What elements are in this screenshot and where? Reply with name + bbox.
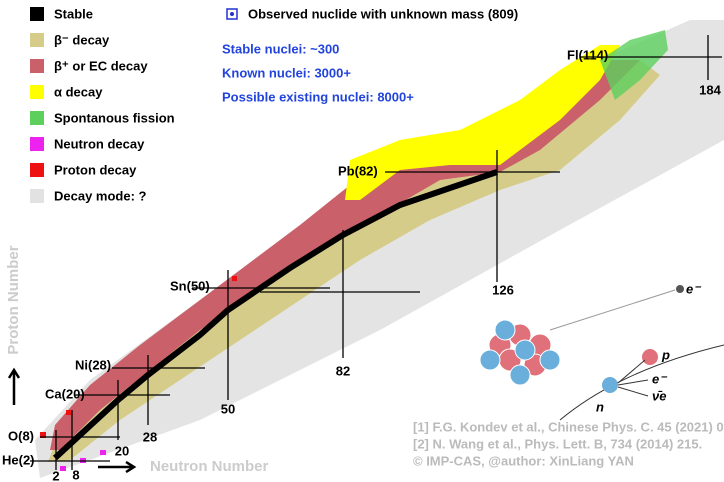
neutron-label: 2 [52,468,59,482]
decay-label: ν̄e [652,388,666,403]
proton-label: Ca(20) [45,386,85,401]
y-axis-title: Proton Number [5,245,22,354]
reference: © IMP-CAS, @author: XinLiang YAN [413,453,634,468]
legend-label: α decay [54,84,103,99]
legend-label: β⁺ or EC decay [54,58,148,73]
decay-label: p [661,347,670,362]
y-arrow [9,370,19,405]
summary-line: Known nuclei: 3000+ [222,65,351,80]
summary-line: Possible existing nuclei: 8000+ [222,89,414,104]
decay-labels: e⁻ p n e⁻ ν̄e [596,281,702,414]
decay-label: n [596,399,604,414]
observed-note: Observed nuclide with unknown mass (809) [248,6,518,21]
legend-swatch [30,85,44,99]
summary: Stable nuclei: ~300 Known nuclei: 3000+ … [222,41,414,104]
legend-swatch [30,189,44,203]
proton-label: O(8) [8,428,34,443]
proton-label: He(2) [2,452,35,467]
legend-swatch [30,137,44,151]
x-arrow [98,462,134,472]
neutron-label: 82 [336,363,350,378]
nuclide-chart: Stable β⁻ decay β⁺ or EC decay α decay Spont… [0,0,724,482]
observed-dot [230,12,234,16]
references: [1] F.G. Kondev et al., Chinese Phys. C.… [413,419,724,468]
legend-swatch [30,7,44,21]
legend-label: Stable [54,6,93,21]
decay-label: e⁻ [652,371,668,386]
legend-label: Spontanous fission [54,110,175,125]
legend-label: Neutron decay [54,136,145,151]
proton-label: Sn(50) [170,278,210,293]
proton-label: Ni(28) [75,357,111,372]
neutron-label: 126 [492,282,514,297]
reference: [1] F.G. Kondev et al., Chinese Phys. C.… [413,419,724,434]
neutron-label: 184 [699,82,721,97]
reference: [2] N. Wang et al., Phys. Lett. B, 734 (… [413,436,702,451]
proton-label: Fl(114) [567,47,608,62]
neutron-label: 20 [115,443,129,458]
neutron-label: 28 [143,429,157,444]
neutron-label: 8 [72,467,79,482]
legend-swatch [30,59,44,73]
legend-label: Proton decay [54,162,137,177]
decay-label: e⁻ [686,281,702,296]
legend-swatch [30,111,44,125]
legend-swatch [30,33,44,47]
x-axis-title: Neutron Number [150,458,269,475]
legend-swatch [30,163,44,177]
legend-label: Decay mode: ? [54,188,147,203]
legend: Stable β⁻ decay β⁺ or EC decay α decay Spont… [30,6,175,203]
summary-line: Stable nuclei: ~300 [222,41,339,56]
legend-label: β⁻ decay [54,32,110,47]
proton-label: Pb(82) [338,163,378,178]
neutron-label: 50 [221,401,235,416]
